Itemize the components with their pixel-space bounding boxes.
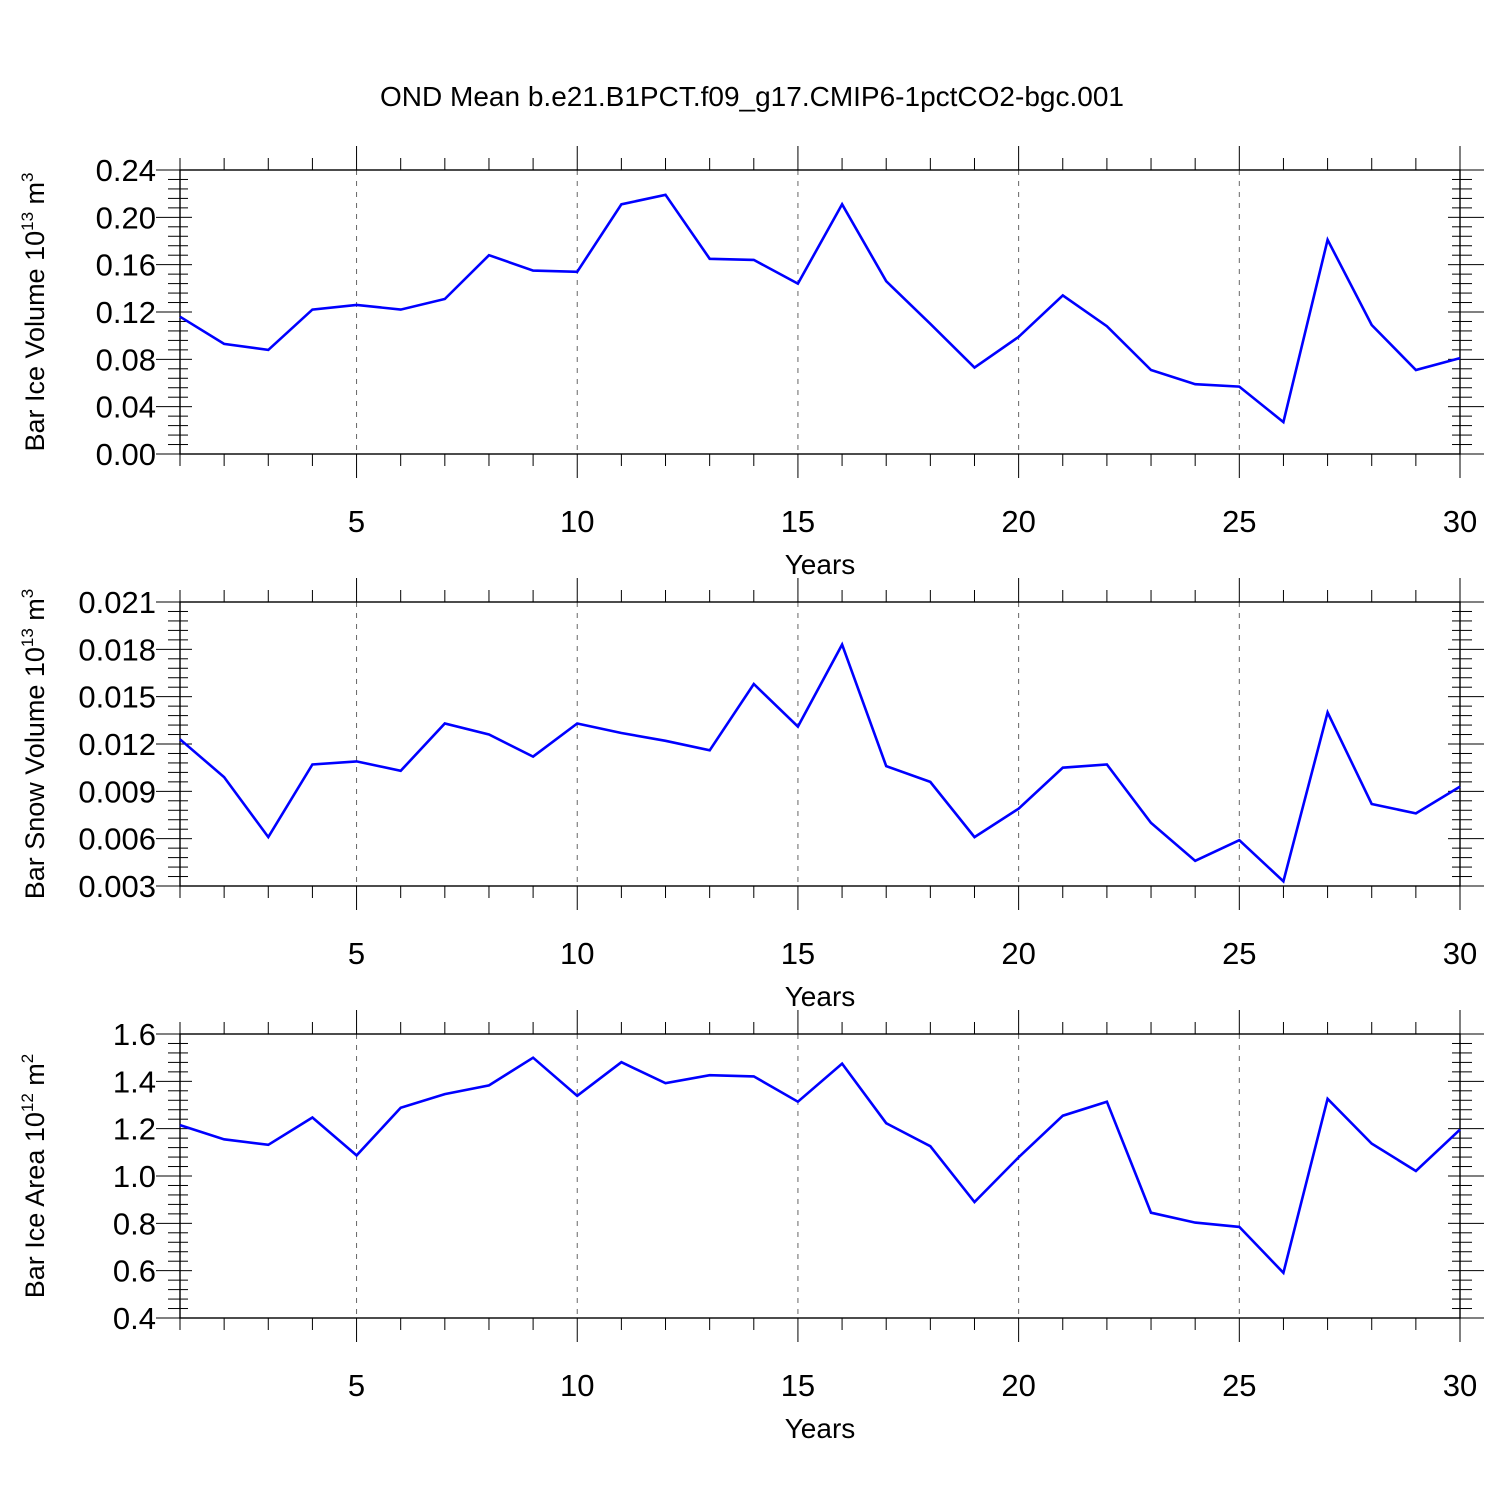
x-tick-label: 10: [560, 1368, 594, 1403]
chart-title: OND Mean b.e21.B1PCT.f09_g17.CMIP6-1pctC…: [380, 81, 1124, 112]
y-axis-label: Bar Snow Volume 1013 m3: [18, 589, 50, 900]
plot-frame: [179, 169, 1461, 455]
chart-panel-1: 0.00 0.04 0.08 0.12 0.16 0.20 0.24 5 10 15 20 25 30 Y…: [18, 146, 1484, 580]
y-tick-label: 0.16: [96, 248, 156, 283]
y-tick-label: 0.00: [96, 437, 156, 472]
x-tick-label: 15: [781, 1368, 815, 1403]
x-tick-label: 10: [560, 504, 594, 539]
x-tick-label: 15: [781, 936, 815, 971]
x-tick-label: 10: [560, 936, 594, 971]
x-tick-label: 30: [1443, 936, 1477, 971]
y-tick-label: 0.009: [78, 774, 156, 809]
y-tick-label: 1.4: [113, 1064, 156, 1099]
y-tick-label: 0.003: [78, 869, 156, 904]
y-tick-label: 0.24: [96, 153, 156, 188]
x-tick-label: 15: [781, 504, 815, 539]
series-line: [179, 1056, 1461, 1276]
x-axis-label: Years: [785, 981, 856, 1012]
y-tick-label: 0.006: [78, 822, 156, 857]
x-tick-label: 20: [1001, 936, 1035, 971]
x-tick-label: 30: [1443, 504, 1477, 539]
y-tick-label: 1.0: [113, 1159, 156, 1194]
series-line: [179, 193, 1461, 425]
y-tick-label: 1.6: [113, 1017, 156, 1052]
y-tick-label: 0.4: [113, 1301, 156, 1336]
x-tick-label: 5: [348, 936, 365, 971]
y-tick-label: 1.2: [113, 1112, 156, 1147]
x-tick-label: 20: [1001, 504, 1035, 539]
y-axis-label: Bar Ice Volume 1013 m3: [18, 172, 50, 451]
x-tick-label: 5: [348, 1368, 365, 1403]
y-tick-label: 0.015: [78, 680, 156, 715]
x-axis-label: Years: [785, 1413, 856, 1444]
y-axis-label: Bar Ice Area 1012 m2: [18, 1054, 50, 1299]
plot-frame: [179, 601, 1461, 887]
y-tick-label: 0.021: [78, 585, 156, 620]
x-axis-label: Years: [785, 549, 856, 580]
x-tick-label: 25: [1222, 936, 1256, 971]
x-tick-label: 5: [348, 504, 365, 539]
y-tick-label: 0.12: [96, 295, 156, 330]
y-tick-label: 0.20: [96, 200, 156, 235]
y-tick-label: 0.018: [78, 632, 156, 667]
chart-panel-2: 0.003 0.006 0.009 0.012 0.015 0.018 0.021 5 10 15…: [18, 578, 1484, 1012]
y-tick-label: 0.04: [96, 390, 156, 425]
x-tick-label: 25: [1222, 504, 1256, 539]
y-tick-label: 0.08: [96, 342, 156, 377]
x-tick-label: 20: [1001, 1368, 1035, 1403]
y-tick-label: 0.012: [78, 727, 156, 762]
y-tick-label: 0.6: [113, 1254, 156, 1289]
y-tick-label: 0.8: [113, 1206, 156, 1241]
plot-frame: [179, 1033, 1461, 1319]
chart-panel-3: 0.4 0.6 0.8 1.0 1.2 1.4 1.6 5 10 15 20 25 30 Years Bar…: [18, 1010, 1484, 1444]
x-tick-label: 25: [1222, 1368, 1256, 1403]
series-line: [179, 641, 1461, 884]
x-tick-label: 30: [1443, 1368, 1477, 1403]
